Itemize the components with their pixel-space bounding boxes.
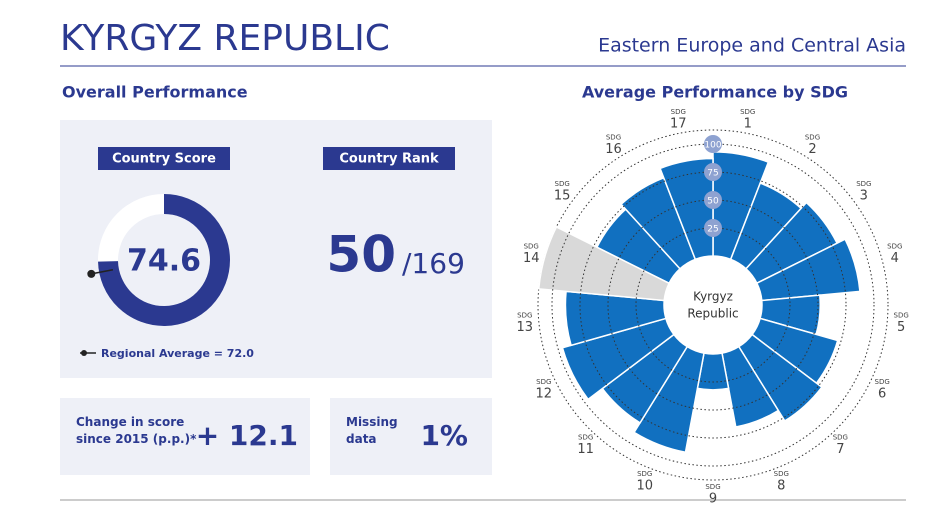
category-label: 11	[577, 442, 594, 457]
score-label: Country Score	[112, 152, 216, 167]
category-label: 15	[554, 189, 571, 204]
tick-badge	[704, 191, 722, 209]
tick-badge	[704, 135, 722, 153]
change-label: Change in score since 2015 (p.p.)*	[76, 415, 197, 446]
category-prefix: SDG	[606, 133, 621, 141]
category-label: 14	[523, 251, 540, 266]
r-tick-label: 25	[707, 225, 718, 235]
category-prefix: SDG	[524, 242, 539, 250]
category-prefix: SDG	[705, 483, 720, 491]
rank-label: Country Rank	[339, 152, 439, 167]
bar	[755, 238, 861, 302]
country-title: KYRGYZ REPUBLIC	[60, 18, 390, 59]
missing-label-box: Missing data	[346, 415, 398, 446]
donut	[87, 194, 230, 326]
bar	[561, 317, 675, 401]
category-prefix: SDG	[671, 108, 686, 116]
category-label: 7	[836, 442, 844, 457]
category-prefix: SDG	[856, 180, 871, 188]
category-label: 3	[860, 189, 868, 204]
category-label: 16	[605, 142, 622, 157]
regional-dot	[87, 269, 96, 278]
grid-ring	[635, 227, 791, 383]
center-label: Republic	[687, 307, 738, 321]
label-box	[98, 147, 230, 170]
rank-of: /169	[402, 247, 465, 280]
center-hole	[665, 257, 761, 353]
category-label: 10	[636, 479, 653, 494]
region: Eastern Europe and Central Asia	[598, 35, 906, 57]
grid-ring	[551, 143, 875, 467]
r-tick-label: 75	[707, 169, 718, 179]
category-prefix: SDG	[555, 180, 570, 188]
category-label: 13	[517, 320, 534, 335]
category-label: 17	[670, 117, 687, 132]
category-label: 5	[897, 320, 905, 335]
category-prefix: SDG	[875, 378, 890, 386]
bar	[721, 345, 780, 428]
donut-arc	[98, 194, 230, 326]
category-label: 4	[891, 251, 899, 266]
category-prefix: SDG	[894, 311, 909, 319]
center-label: Kyrgyz	[693, 290, 733, 304]
grid-ring	[607, 199, 819, 411]
category-prefix: SDG	[536, 378, 551, 386]
category-label: 9	[709, 492, 717, 507]
missing-bar	[537, 225, 671, 302]
missing-label: Missing data	[346, 415, 398, 446]
bar	[737, 333, 823, 422]
legend-dot	[81, 350, 87, 356]
category-label: 1	[744, 117, 752, 132]
regional-average: Regional Average = 72.0	[101, 347, 254, 360]
chart-title: Average Performance by SDG	[582, 83, 848, 102]
section-title: Overall Performance	[62, 83, 248, 102]
change-label-box: Change in score since 2015 (p.p.)*	[76, 415, 197, 446]
r-tick-label: 50	[707, 197, 719, 207]
change-value: + 12.1	[196, 419, 298, 452]
category-label: 6	[878, 387, 886, 402]
bar	[659, 157, 714, 261]
panel	[60, 398, 310, 475]
outer-ring	[537, 129, 889, 481]
tick-badge	[704, 163, 722, 181]
score-value: 74.6	[127, 244, 201, 279]
category-prefix: SDG	[774, 470, 789, 478]
rank-value: 50	[326, 226, 396, 284]
category-prefix: SDG	[887, 242, 902, 250]
grid-ring	[579, 171, 847, 439]
category-label: 8	[777, 479, 785, 494]
tick-badge	[704, 219, 722, 237]
category-prefix: SDG	[637, 470, 652, 478]
label-box	[323, 147, 455, 170]
category-label: 2	[808, 142, 816, 157]
category-prefix: SDG	[805, 133, 820, 141]
r-tick-label: 100	[704, 141, 721, 151]
panel	[330, 398, 492, 475]
polar-chart: SDG1SDG2SDG3SDG4SDG5SDG6SDG7SDG8SDG9SDG1…	[517, 108, 909, 506]
category-label: 12	[536, 387, 553, 402]
category-prefix: SDG	[740, 108, 755, 116]
category-prefix: SDG	[517, 311, 532, 319]
missing-value: 1%	[420, 419, 468, 452]
category-prefix: SDG	[578, 434, 593, 442]
category-prefix: SDG	[833, 434, 848, 442]
bar	[633, 345, 705, 454]
